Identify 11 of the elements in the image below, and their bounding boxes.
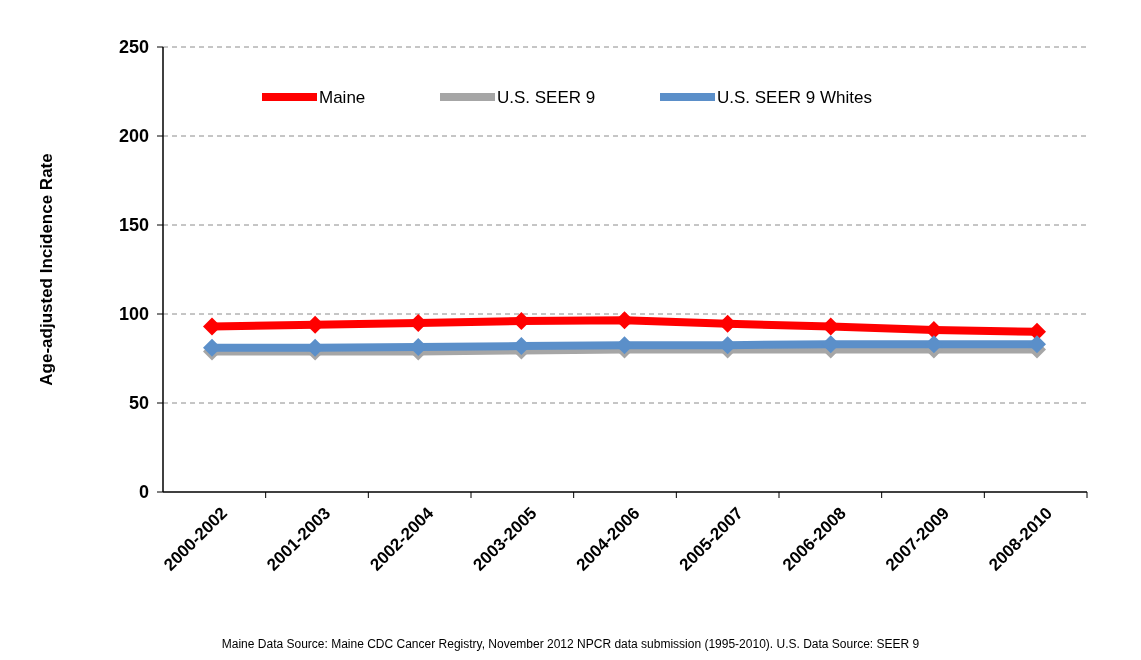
- y-tick-label: 100: [118, 304, 149, 325]
- legend-label: U.S. SEER 9 Whites: [717, 87, 872, 107]
- y-tick-label: 0: [138, 482, 149, 503]
- y-tick-label: 250: [118, 37, 149, 58]
- legend-label: Maine: [319, 87, 366, 107]
- y-tick-label: 50: [128, 393, 149, 414]
- y-axis-title: Age-adjusted Incidence Rate: [37, 153, 56, 386]
- text: Maine Data Source: Maine CDC Cancer Registry, November 2012 NPCR data submission (1995-2010). U.S. Data Source: SEER 9: [221, 637, 920, 651]
- y-tick-label: 150: [118, 215, 149, 236]
- y-tick-label: 200: [118, 126, 149, 147]
- legend-label: U.S. SEER 9: [497, 87, 596, 107]
